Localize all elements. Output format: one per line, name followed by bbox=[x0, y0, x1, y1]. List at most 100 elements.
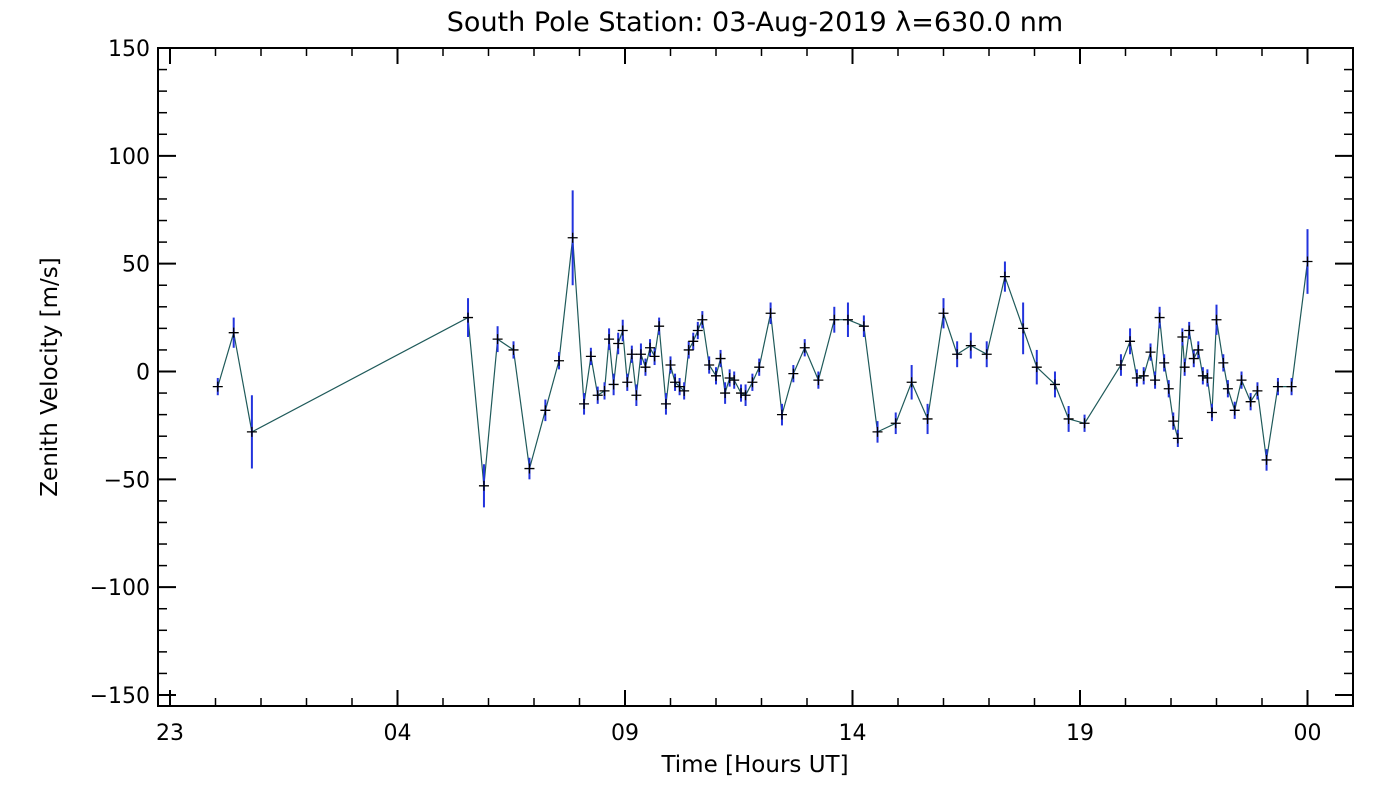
data-point-marker bbox=[724, 372, 735, 383]
data-point-marker bbox=[567, 232, 578, 243]
data-point-marker bbox=[715, 353, 726, 364]
data-point-marker bbox=[1222, 383, 1233, 394]
data-point-marker bbox=[1063, 413, 1074, 424]
data-point-marker bbox=[1229, 405, 1240, 416]
data-point-marker bbox=[938, 308, 949, 319]
series-line bbox=[217, 237, 1309, 486]
data-point-marker bbox=[617, 325, 628, 336]
data-point-marker bbox=[1188, 353, 1199, 364]
data-point-marker bbox=[626, 349, 637, 360]
data-point-marker bbox=[665, 360, 676, 371]
data-point-marker bbox=[622, 377, 633, 388]
data-point-marker bbox=[1125, 336, 1136, 347]
data-point-marker bbox=[1302, 256, 1313, 267]
data-point-marker bbox=[1163, 383, 1174, 394]
data-point-marker bbox=[1211, 314, 1222, 325]
data-point-marker bbox=[711, 370, 721, 381]
plot-frame bbox=[157, 47, 1354, 707]
y-tick-label: 50 bbox=[122, 253, 150, 278]
data-point-marker bbox=[508, 344, 519, 355]
data-point-marker bbox=[842, 314, 853, 325]
data-point-marker bbox=[660, 398, 671, 409]
y-tick-label: −50 bbox=[104, 468, 150, 493]
data-point-marker bbox=[754, 362, 765, 373]
y-tick-label: −100 bbox=[90, 576, 150, 601]
data-point-marker bbox=[1031, 362, 1042, 373]
data-point-marker bbox=[952, 349, 963, 360]
data-point-marker bbox=[1245, 396, 1256, 407]
velocity-series bbox=[212, 190, 1313, 508]
x-tick-label: 04 bbox=[384, 721, 412, 746]
data-point-marker bbox=[1049, 379, 1060, 390]
data-point-marker bbox=[697, 314, 708, 325]
data-point-marker bbox=[670, 377, 681, 388]
data-point-marker bbox=[478, 480, 489, 491]
y-tick-label: 100 bbox=[108, 145, 150, 170]
x-tick-label: 23 bbox=[156, 721, 184, 746]
data-point-marker bbox=[579, 398, 590, 409]
data-point-marker bbox=[585, 351, 596, 362]
data-point-marker bbox=[1079, 418, 1090, 429]
data-point-marker bbox=[654, 321, 665, 332]
data-point-marker bbox=[599, 385, 610, 396]
data-point-marker bbox=[872, 426, 883, 437]
data-point-marker bbox=[1179, 362, 1190, 373]
data-point-marker bbox=[1138, 370, 1149, 381]
data-point-marker bbox=[858, 321, 869, 332]
data-point-marker bbox=[463, 312, 474, 323]
data-point-marker bbox=[906, 377, 917, 388]
data-point-marker bbox=[613, 338, 624, 349]
data-point-marker bbox=[1236, 375, 1247, 386]
data-point-marker bbox=[736, 388, 747, 399]
data-point-marker bbox=[704, 360, 715, 371]
data-point-marker bbox=[1286, 381, 1297, 392]
data-point-marker bbox=[981, 349, 992, 360]
data-point-marker bbox=[1018, 323, 1029, 334]
data-point-marker bbox=[1115, 360, 1126, 371]
data-point-marker bbox=[799, 342, 810, 353]
y-tick-label: −150 bbox=[90, 684, 150, 709]
data-point-marker bbox=[729, 375, 740, 386]
data-point-marker bbox=[1206, 407, 1217, 418]
x-tick-label: 00 bbox=[1294, 721, 1322, 746]
data-point-marker bbox=[674, 381, 685, 392]
data-point-marker bbox=[228, 327, 239, 338]
data-point-marker bbox=[592, 390, 603, 401]
x-tick-label: 09 bbox=[611, 721, 639, 746]
data-point-marker bbox=[604, 334, 615, 345]
data-point-marker bbox=[635, 349, 646, 360]
data-point-marker bbox=[1159, 357, 1170, 368]
data-point-marker bbox=[1184, 325, 1195, 336]
y-tick-label: 150 bbox=[108, 37, 150, 62]
x-axis-label: Time [Hours UT] bbox=[660, 752, 848, 778]
data-point-marker bbox=[720, 388, 731, 399]
data-point-marker bbox=[688, 336, 699, 347]
data-point-marker bbox=[1252, 385, 1263, 396]
data-point-marker bbox=[640, 362, 651, 373]
data-point-marker bbox=[965, 340, 976, 351]
data-point-marker bbox=[608, 379, 619, 390]
data-point-marker bbox=[740, 390, 751, 401]
data-point-marker bbox=[212, 381, 223, 392]
data-point-marker bbox=[683, 344, 694, 355]
data-point-marker bbox=[1154, 312, 1165, 323]
data-point-marker bbox=[540, 405, 551, 416]
data-point-marker bbox=[554, 355, 565, 366]
data-point-marker bbox=[1145, 347, 1156, 358]
data-point-marker bbox=[765, 308, 776, 319]
data-point-marker bbox=[1272, 381, 1283, 392]
data-point-marker bbox=[1172, 433, 1183, 444]
data-point-marker bbox=[1150, 375, 1161, 386]
data-point-marker bbox=[649, 351, 660, 362]
data-point-marker bbox=[1131, 372, 1142, 383]
data-point-marker bbox=[776, 409, 787, 420]
data-point-marker bbox=[692, 325, 703, 336]
data-point-marker bbox=[1261, 454, 1272, 465]
data-point-marker bbox=[922, 413, 933, 424]
data-point-marker bbox=[1197, 370, 1208, 381]
data-point-marker bbox=[631, 390, 642, 401]
y-tick-label: 0 bbox=[136, 361, 150, 386]
chart-title: South Pole Station: 03-Aug-2019 λ=630.0 … bbox=[447, 7, 1063, 38]
data-point-marker bbox=[1177, 331, 1188, 342]
x-axis-ticks: 23 04 09 14 19 00 bbox=[156, 48, 1322, 746]
